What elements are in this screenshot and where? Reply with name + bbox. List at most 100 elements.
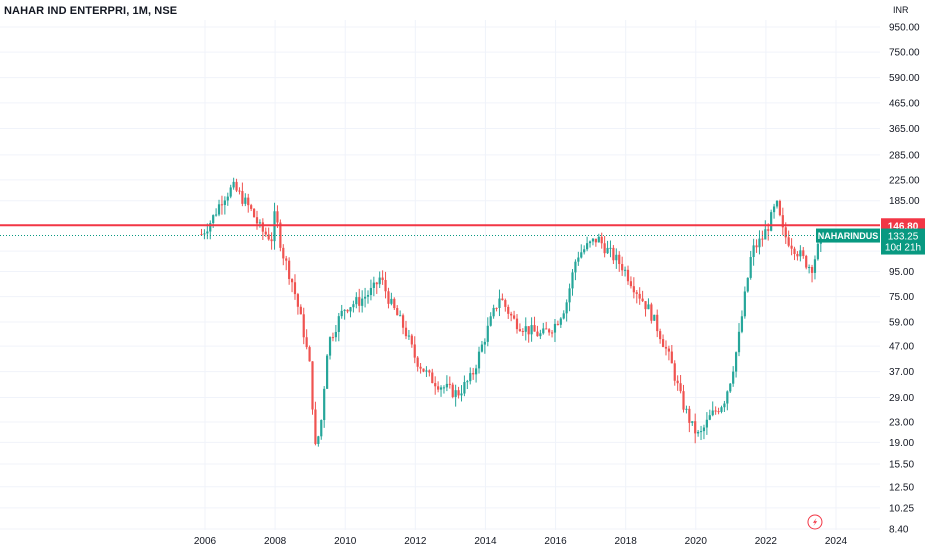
candle-body [492, 307, 495, 317]
candle-body [702, 427, 706, 432]
candle-body [390, 298, 393, 304]
candle-body [232, 181, 235, 188]
candle-body [314, 409, 317, 444]
candle-body [428, 370, 431, 373]
candle-body [816, 243, 819, 260]
candle-body [775, 200, 779, 207]
candle-body [215, 214, 218, 216]
candle-body [723, 403, 726, 408]
candle-body [337, 316, 340, 332]
y-tick-label: 365.00 [889, 124, 920, 135]
candle-body [697, 431, 700, 434]
candle-body [755, 245, 758, 248]
candle-body [305, 337, 308, 348]
candle-body [784, 227, 787, 238]
candle-body [515, 318, 519, 330]
currency-label: INR [893, 5, 909, 15]
candle-body [752, 245, 755, 258]
candle-body [454, 390, 457, 397]
candle-body [369, 287, 373, 295]
candle-body [355, 297, 358, 305]
candle-body [378, 277, 381, 285]
x-tick-label: 2024 [825, 536, 848, 547]
candle-body [258, 222, 262, 224]
candle-body [393, 298, 396, 309]
candle-body [445, 383, 448, 388]
candle-body [574, 261, 577, 273]
candle-body [805, 255, 808, 268]
candle-body [469, 373, 472, 382]
candle-body [632, 286, 635, 293]
candle-body [609, 247, 612, 249]
resistance-price-label: 146.80 [888, 221, 919, 232]
candle-body [550, 332, 554, 334]
candle-body [252, 208, 256, 218]
candle-body [241, 191, 244, 204]
candle-body [778, 200, 782, 216]
candle-body [401, 315, 405, 328]
candle-body [720, 407, 723, 412]
y-tick-label: 23.00 [889, 418, 914, 429]
candle-body [770, 212, 773, 231]
candle-body [486, 325, 489, 342]
candle-body [320, 420, 323, 437]
candle-body [524, 326, 527, 332]
candle-body [510, 313, 513, 316]
candle-body [583, 249, 586, 253]
candle-body [661, 339, 665, 347]
candle-body [618, 254, 621, 265]
candle-body [810, 267, 814, 273]
y-tick-label: 29.00 [889, 393, 914, 404]
candle-body [749, 257, 752, 278]
candle-body [802, 250, 805, 256]
candle-body [673, 363, 676, 381]
candle-body [457, 390, 460, 396]
candle-body [714, 410, 717, 412]
candle-body [474, 368, 478, 375]
y-tick-label: 950.00 [889, 23, 920, 34]
candle-body [451, 384, 454, 397]
candle-body [667, 348, 671, 352]
x-tick-label: 2010 [334, 536, 357, 547]
candle-body [790, 245, 793, 249]
candle-body [676, 380, 679, 384]
candle-body [530, 325, 533, 335]
candle-body [480, 344, 484, 352]
candle-body [626, 269, 630, 282]
candle-body [521, 331, 524, 333]
candle-body [507, 306, 510, 314]
candle-body [384, 279, 387, 292]
chart-title: NAHAR IND ENTERPRI, 1M, NSE [4, 5, 178, 17]
y-tick-label: 185.00 [889, 196, 920, 207]
candle-body [358, 297, 361, 306]
symbol-label: NAHARINDUS [818, 231, 879, 241]
candle-body [340, 310, 343, 317]
candle-body [615, 254, 618, 261]
candle-body [793, 248, 796, 254]
candle-body [781, 215, 784, 228]
candle-body [758, 238, 761, 248]
candle-body [679, 383, 682, 392]
candle-body [717, 411, 720, 413]
candle-body [699, 431, 703, 433]
candle-body [331, 337, 335, 339]
candle-body [413, 344, 416, 358]
countdown-label: 10d 21h [885, 243, 921, 254]
candle-body [483, 341, 486, 345]
lightning-icon [807, 514, 823, 530]
candle-body [559, 318, 562, 325]
candle-body [504, 300, 507, 307]
candle-body [361, 298, 364, 306]
x-tick-label: 2014 [474, 536, 497, 547]
candle-body [612, 247, 615, 261]
candle-body [545, 328, 548, 330]
candle-body [206, 231, 209, 234]
y-tick-label: 590.00 [889, 73, 920, 84]
candle-body [650, 304, 653, 321]
candle-body [422, 368, 425, 372]
candle-body [664, 346, 668, 349]
candle-body [399, 315, 402, 317]
candle-body [580, 252, 583, 258]
candle-body [743, 291, 746, 317]
